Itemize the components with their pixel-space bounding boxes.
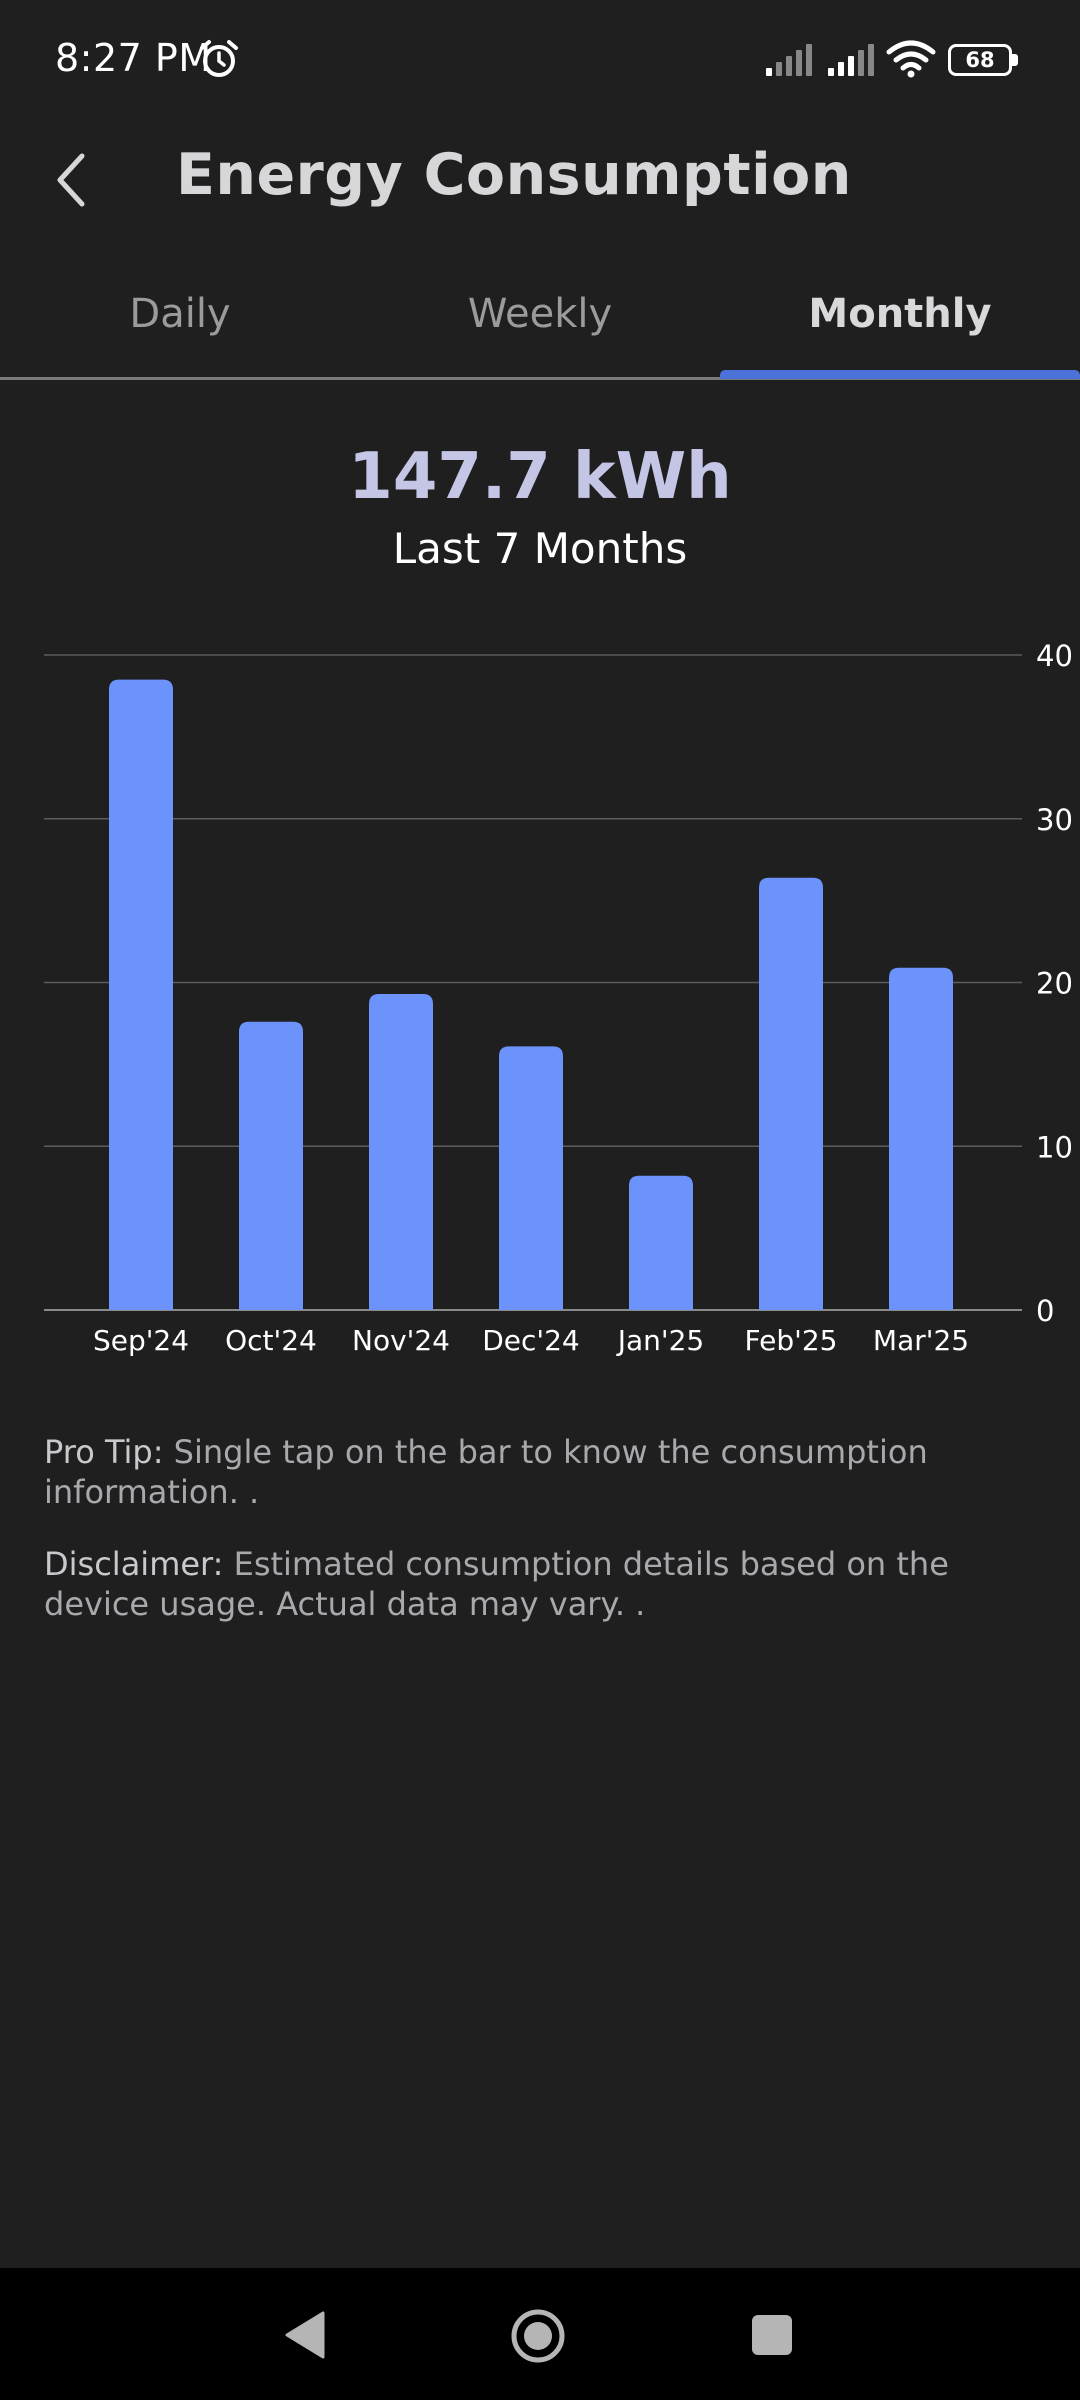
signal-icon	[766, 44, 812, 76]
system-nav-bar	[0, 2268, 1080, 2400]
chart-bar[interactable]	[109, 679, 173, 1310]
tab-indicator	[720, 370, 1080, 379]
chart-bar[interactable]	[369, 993, 433, 1310]
signal-icon	[828, 44, 874, 76]
nav-recents-icon[interactable]	[752, 2315, 792, 2355]
tab-bar: Daily Weekly Monthly	[0, 250, 1080, 380]
x-tick-label: Oct'24	[225, 1324, 317, 1357]
alarm-icon	[200, 40, 238, 77]
battery-body	[948, 44, 1012, 76]
chart-bar[interactable]	[239, 1021, 303, 1310]
header: Energy Consumption	[0, 120, 1080, 240]
x-tick-label: Sep'24	[93, 1324, 189, 1357]
chart-bar[interactable]	[889, 967, 953, 1310]
chart-bar[interactable]	[499, 1046, 563, 1310]
pro-tip-text: Single tap on the bar to know the consum…	[44, 1433, 928, 1511]
pro-tip-label: Pro Tip:	[44, 1433, 164, 1471]
x-tick-label: Feb'25	[745, 1324, 838, 1357]
nav-back-icon[interactable]	[283, 2310, 327, 2360]
y-tick-label: 20	[1036, 967, 1073, 1001]
y-tick-label: 0	[1036, 1294, 1054, 1328]
disclaimer: Disclaimer: Estimated consumption detail…	[44, 1544, 1044, 1624]
x-tick-label: Mar'25	[873, 1324, 969, 1357]
chevron-left-icon	[57, 153, 85, 207]
x-tick-label: Dec'24	[482, 1324, 580, 1357]
x-tick-label: Nov'24	[352, 1324, 450, 1357]
period-label: Last 7 Months	[392, 524, 688, 573]
disclaimer-text: Estimated consumption details based on t…	[44, 1545, 949, 1623]
total-consumption: 147.7 kWh	[348, 440, 732, 514]
battery-level: 68	[965, 48, 995, 72]
tab-monthly[interactable]: Monthly	[808, 290, 992, 337]
x-tick-label: Jan'25	[616, 1324, 705, 1357]
status-time: 8:27 PM	[55, 36, 212, 80]
chart-bar[interactable]	[759, 877, 823, 1310]
tab-daily[interactable]: Daily	[129, 290, 231, 337]
wifi-icon	[886, 40, 936, 78]
y-tick-label: 30	[1036, 803, 1073, 837]
y-tick-label: 10	[1036, 1130, 1073, 1164]
page-title: Energy Consumption	[176, 142, 852, 208]
y-tick-label: 40	[1036, 639, 1073, 673]
back-button[interactable]	[38, 140, 102, 220]
consumption-bar-chart: 0 10 20 30 40 Sep'24 Oct'24 Nov'24 Dec'24 Jan'25 F…	[44, 639, 1073, 1357]
tab-weekly[interactable]: Weekly	[467, 290, 613, 337]
pro-tip: Pro Tip: Single tap on the bar to know t…	[44, 1432, 1044, 1512]
battery-icon: 68	[948, 44, 1018, 76]
nav-home-icon[interactable]	[510, 2308, 566, 2364]
battery-cap	[1012, 54, 1018, 66]
status-bar: 8:27 PM 68	[0, 0, 1080, 120]
chart-bar[interactable]	[629, 1175, 693, 1310]
disclaimer-label: Disclaimer:	[44, 1545, 224, 1583]
